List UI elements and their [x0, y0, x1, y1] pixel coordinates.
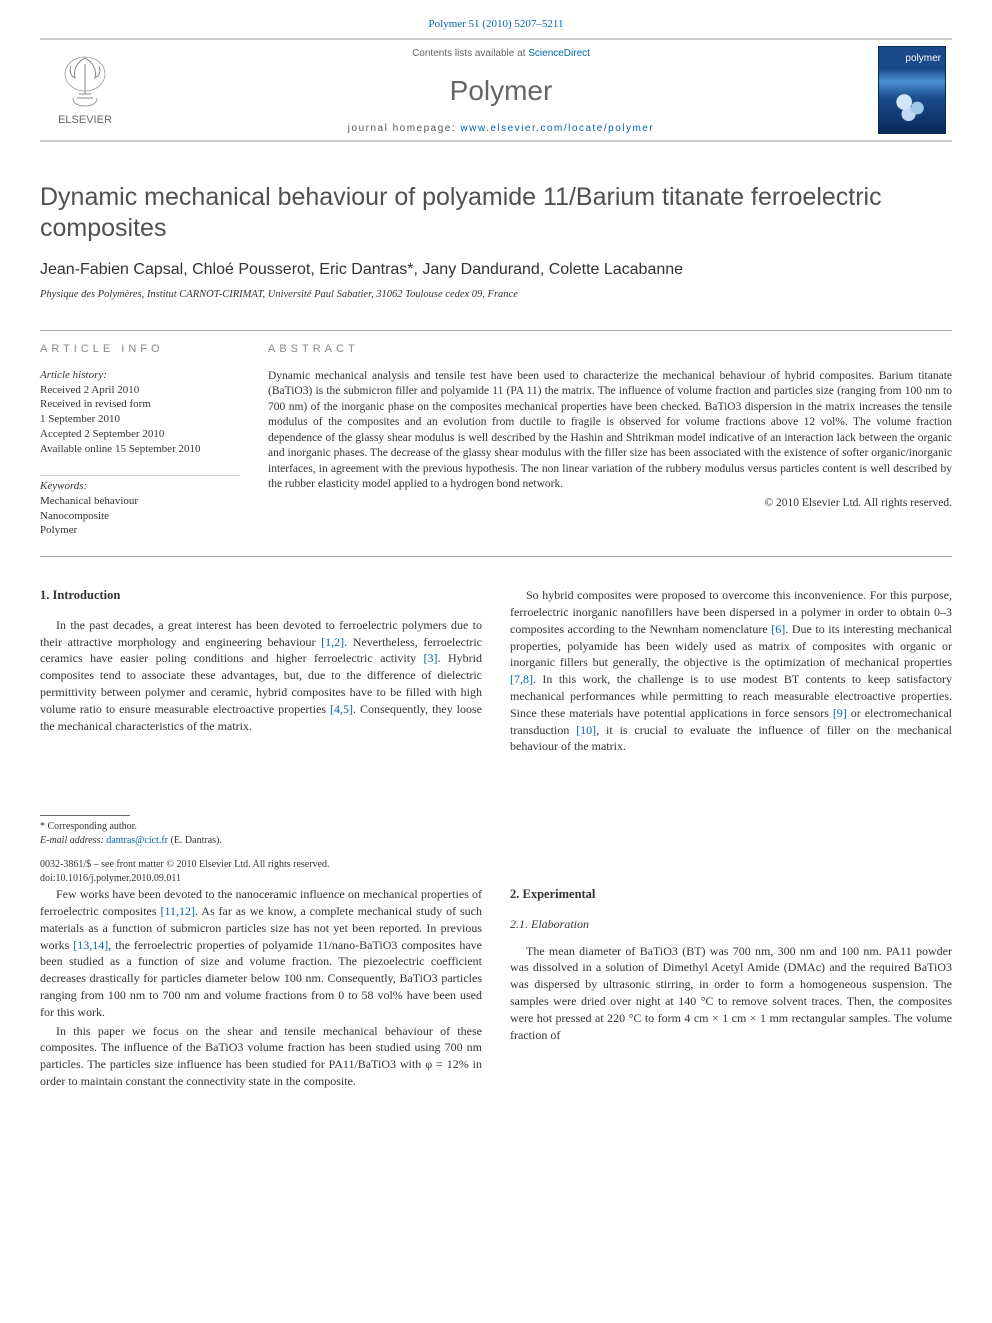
abstract-column: ABSTRACT Dynamic mechanical analysis and… — [268, 343, 952, 539]
doi-line: doi:10.1016/j.polymer.2010.09.011 — [40, 872, 952, 886]
revised-line1: Received in revised form — [40, 397, 240, 412]
ref-9[interactable]: [9] — [833, 706, 847, 720]
cover-thumbnail — [878, 46, 946, 134]
email-name: (E. Dantras). — [170, 835, 221, 846]
intro-para-4: In this paper we focus on the shear and … — [40, 1023, 482, 1090]
elsevier-tree-icon — [59, 54, 111, 110]
online-date: Available online 15 September 2010 — [40, 442, 240, 457]
article-body: Dynamic mechanical behaviour of polyamid… — [0, 142, 992, 1110]
intro-para-3: Few works have been devoted to the nanoc… — [40, 886, 482, 1020]
ref-3[interactable]: [3] — [424, 651, 438, 665]
history-label: Article history: — [40, 369, 240, 381]
footnote-divider — [40, 815, 130, 816]
homepage-prefix: journal homepage: — [348, 123, 461, 134]
elaboration-para-1: The mean diameter of BaTiO3 (BT) was 700… — [510, 943, 952, 1044]
authors: Jean-Fabien Capsal, Chloé Pousserot, Eri… — [40, 261, 952, 279]
accepted-date: Accepted 2 September 2010 — [40, 427, 240, 442]
keyword-3: Polymer — [40, 523, 240, 538]
journal-banner: ELSEVIER Contents lists available at Sci… — [40, 38, 952, 142]
article-info: ARTICLE INFO Article history: Received 2… — [40, 343, 240, 539]
corresponding-author: * Corresponding author. — [40, 820, 952, 834]
ref-7-8[interactable]: [7,8] — [510, 672, 533, 686]
article-info-heading: ARTICLE INFO — [40, 343, 240, 355]
journal-cover — [872, 40, 952, 140]
intro-para-1: In the past decades, a great interest ha… — [40, 617, 482, 735]
experimental-heading: 2. Experimental — [510, 886, 952, 904]
ref-1-2[interactable]: [1,2] — [321, 635, 344, 649]
ref-10[interactable]: [10] — [576, 723, 596, 737]
banner-center: Contents lists available at ScienceDirec… — [130, 40, 872, 140]
publisher-name: ELSEVIER — [58, 114, 112, 126]
abstract-heading: ABSTRACT — [268, 343, 952, 355]
footnote-block: * Corresponding author. E-mail address: … — [40, 815, 952, 886]
email-link[interactable]: dantras@cict.fr — [106, 835, 168, 846]
keywords-label: Keywords: — [40, 480, 240, 492]
contents-prefix: Contents lists available at — [412, 48, 528, 59]
journal-name: Polymer — [130, 75, 872, 107]
keyword-2: Nanocomposite — [40, 509, 240, 524]
homepage-line: journal homepage: www.elsevier.com/locat… — [130, 123, 872, 134]
email-label: E-mail address: — [40, 835, 104, 846]
intro-para-2: So hybrid composites were proposed to ov… — [510, 587, 952, 755]
issn-line: 0032-3861/$ – see front matter © 2010 El… — [40, 858, 952, 872]
meta-abstract-row: ARTICLE INFO Article history: Received 2… — [40, 330, 952, 558]
ref-11-12[interactable]: [11,12] — [160, 904, 195, 918]
keywords-block: Keywords: Mechanical behaviour Nanocompo… — [40, 475, 240, 539]
running-head: Polymer 51 (2010) 5207–5211 — [0, 0, 992, 34]
elaboration-heading: 2.1. Elaboration — [510, 916, 952, 933]
keyword-1: Mechanical behaviour — [40, 494, 240, 509]
body-columns: 1. Introduction In the past decades, a g… — [40, 587, 952, 1090]
affiliation: Physique des Polymères, Institut CARNOT-… — [40, 289, 952, 300]
homepage-link[interactable]: www.elsevier.com/locate/polymer — [460, 123, 654, 134]
contents-line: Contents lists available at ScienceDirec… — [130, 48, 872, 59]
abstract-text: Dynamic mechanical analysis and tensile … — [268, 369, 952, 493]
sciencedirect-link[interactable]: ScienceDirect — [528, 48, 590, 59]
publisher-logo: ELSEVIER — [40, 40, 130, 140]
email-line: E-mail address: dantras@cict.fr (E. Dant… — [40, 834, 952, 848]
received-date: Received 2 April 2010 — [40, 383, 240, 398]
revised-line2: 1 September 2010 — [40, 412, 240, 427]
ref-13-14[interactable]: [13,14] — [73, 938, 108, 952]
ref-4-5[interactable]: [4,5] — [330, 702, 353, 716]
citation-link[interactable]: Polymer 51 (2010) 5207–5211 — [429, 18, 564, 30]
ref-6[interactable]: [6] — [771, 622, 785, 636]
abstract-copyright: © 2010 Elsevier Ltd. All rights reserved… — [268, 497, 952, 509]
article-title: Dynamic mechanical behaviour of polyamid… — [40, 182, 952, 245]
intro-heading: 1. Introduction — [40, 587, 482, 605]
